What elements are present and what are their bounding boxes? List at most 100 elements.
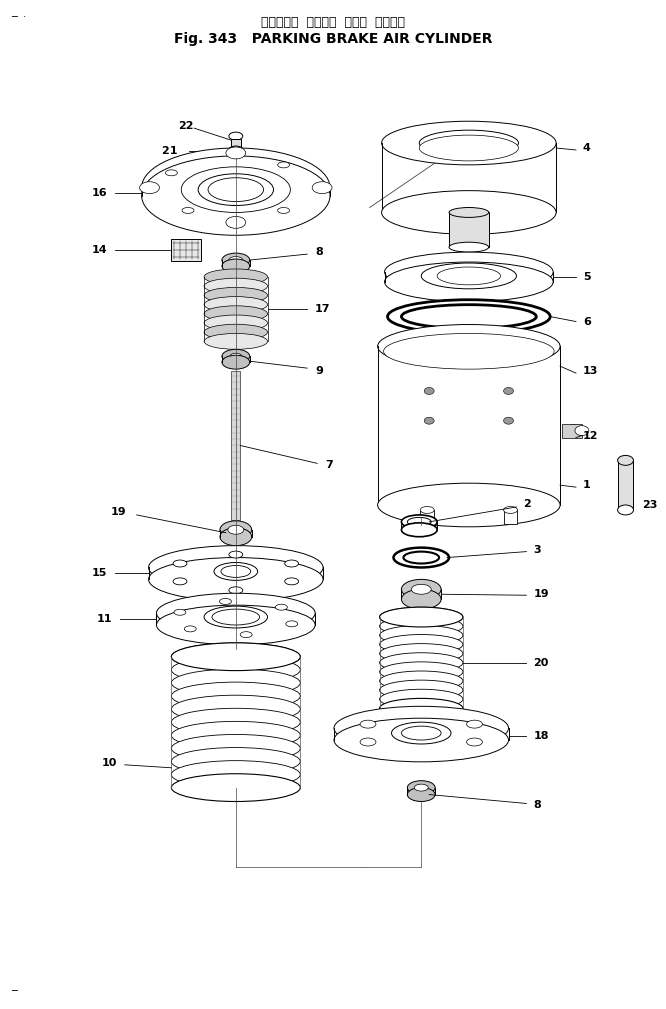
Ellipse shape: [220, 528, 252, 546]
Ellipse shape: [380, 662, 463, 682]
Ellipse shape: [408, 781, 435, 794]
Ellipse shape: [220, 521, 252, 539]
Ellipse shape: [229, 587, 243, 593]
Bar: [449, 213, 489, 247]
Ellipse shape: [278, 161, 290, 167]
Ellipse shape: [378, 483, 560, 527]
Text: 16: 16: [91, 188, 107, 198]
Ellipse shape: [232, 148, 240, 153]
Text: パーキング  ブレーキ  エアー  シリンダ: パーキング ブレーキ エアー シリンダ: [261, 16, 405, 29]
Ellipse shape: [380, 689, 463, 709]
Text: 10: 10: [101, 758, 117, 768]
Text: 4: 4: [583, 143, 591, 153]
Text: 8: 8: [533, 800, 541, 810]
Text: 5: 5: [583, 271, 591, 282]
Text: 2: 2: [523, 499, 531, 509]
Ellipse shape: [204, 297, 268, 313]
Ellipse shape: [171, 695, 300, 723]
Ellipse shape: [284, 578, 298, 585]
Ellipse shape: [408, 518, 431, 527]
Text: 8: 8: [315, 247, 323, 257]
Ellipse shape: [204, 324, 268, 340]
Ellipse shape: [467, 720, 482, 728]
Ellipse shape: [278, 208, 290, 214]
Ellipse shape: [140, 182, 159, 194]
Text: 22: 22: [178, 121, 194, 131]
Ellipse shape: [380, 698, 463, 718]
Ellipse shape: [171, 748, 300, 775]
Bar: [231, 371, 240, 520]
Ellipse shape: [212, 609, 260, 625]
Ellipse shape: [204, 269, 268, 285]
Ellipse shape: [420, 507, 434, 514]
Ellipse shape: [384, 333, 554, 369]
Ellipse shape: [157, 605, 315, 645]
Ellipse shape: [378, 325, 560, 368]
Ellipse shape: [420, 130, 518, 156]
Ellipse shape: [171, 643, 300, 671]
Text: 13: 13: [583, 366, 598, 376]
Ellipse shape: [380, 616, 463, 636]
Text: 23: 23: [643, 500, 658, 510]
Ellipse shape: [380, 671, 463, 691]
Text: 9: 9: [315, 366, 323, 376]
Ellipse shape: [226, 216, 246, 228]
Ellipse shape: [240, 632, 252, 638]
Ellipse shape: [394, 548, 449, 567]
Ellipse shape: [173, 560, 187, 567]
Ellipse shape: [204, 306, 268, 322]
Ellipse shape: [230, 353, 242, 359]
Ellipse shape: [503, 507, 517, 514]
Ellipse shape: [171, 774, 300, 801]
Ellipse shape: [284, 560, 298, 567]
Text: 6: 6: [583, 317, 591, 327]
Ellipse shape: [220, 598, 232, 604]
Ellipse shape: [617, 504, 633, 515]
Ellipse shape: [380, 644, 463, 664]
Bar: [231, 139, 241, 147]
Ellipse shape: [380, 680, 463, 700]
Ellipse shape: [173, 578, 187, 585]
Ellipse shape: [312, 182, 332, 194]
Bar: [617, 460, 633, 510]
Ellipse shape: [171, 643, 300, 671]
Ellipse shape: [414, 784, 428, 791]
Ellipse shape: [402, 726, 441, 740]
Ellipse shape: [157, 593, 315, 633]
Ellipse shape: [286, 621, 298, 627]
Ellipse shape: [503, 418, 513, 424]
Bar: [420, 510, 434, 524]
Ellipse shape: [204, 278, 268, 294]
Ellipse shape: [208, 178, 264, 202]
Ellipse shape: [380, 626, 463, 645]
Ellipse shape: [437, 267, 501, 285]
Ellipse shape: [360, 720, 376, 728]
Ellipse shape: [222, 253, 250, 267]
Ellipse shape: [617, 455, 633, 465]
Ellipse shape: [334, 706, 509, 750]
Ellipse shape: [380, 635, 463, 655]
Text: 7: 7: [325, 460, 333, 470]
Text: 18: 18: [533, 732, 549, 741]
Ellipse shape: [449, 242, 489, 252]
Ellipse shape: [204, 315, 268, 331]
Ellipse shape: [564, 425, 584, 437]
Bar: [503, 510, 517, 524]
Ellipse shape: [165, 170, 177, 176]
Ellipse shape: [171, 656, 300, 684]
Ellipse shape: [424, 387, 434, 395]
Ellipse shape: [228, 146, 244, 156]
Text: 3: 3: [533, 545, 541, 555]
Ellipse shape: [226, 147, 246, 158]
Ellipse shape: [142, 148, 330, 227]
Text: 12: 12: [583, 431, 598, 441]
Ellipse shape: [334, 718, 509, 762]
Ellipse shape: [221, 565, 250, 577]
Ellipse shape: [388, 300, 550, 333]
Ellipse shape: [380, 607, 463, 627]
Ellipse shape: [412, 584, 431, 594]
Ellipse shape: [402, 515, 437, 529]
Text: 1: 1: [583, 480, 591, 490]
Ellipse shape: [402, 305, 536, 329]
Text: 21: 21: [162, 146, 181, 156]
